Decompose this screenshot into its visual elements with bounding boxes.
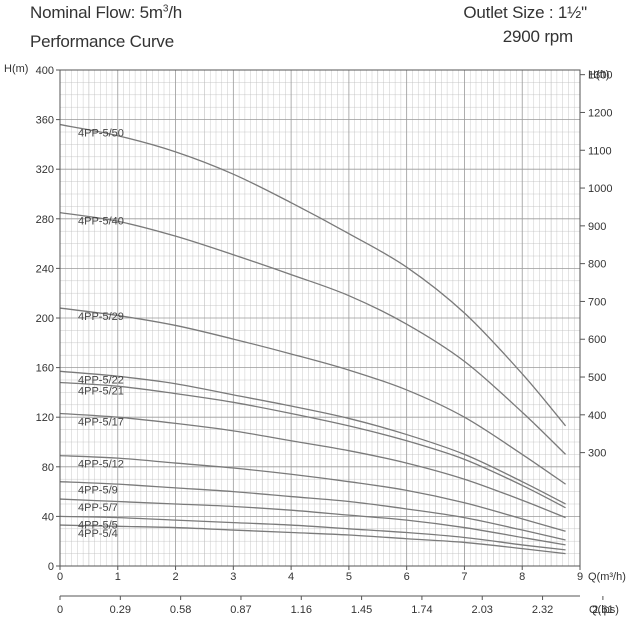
series-label: 4PP-5/40 xyxy=(78,216,124,228)
series-label: 4PP-5/21 xyxy=(78,385,124,397)
series-label: 4PP-5/17 xyxy=(78,416,124,428)
x2-tick-label: 0.29 xyxy=(110,604,131,616)
x-tick-label: 3 xyxy=(230,571,236,583)
y2-tick-label: 1300 xyxy=(588,70,612,82)
series-layer xyxy=(59,123,567,555)
x2-tick-label: 2.03 xyxy=(472,604,493,616)
x2-axis-label: Q(lps) xyxy=(589,604,619,616)
x2-tick-label: 0 xyxy=(57,604,63,616)
y-tick-label: 200 xyxy=(36,313,54,325)
x2-tick-label: 1.16 xyxy=(291,604,312,616)
y2-tick-label: 1100 xyxy=(588,145,612,157)
series-line-4PP-5/40 xyxy=(59,211,567,455)
x2-tick-label: 0.87 xyxy=(230,604,251,616)
y2-tick-label: 700 xyxy=(588,296,606,308)
series-line-4PP-5/17 xyxy=(59,412,566,519)
x-tick-label: 0 xyxy=(57,571,63,583)
y-tick-label: 0 xyxy=(48,561,54,573)
y-tick-label: 280 xyxy=(36,214,54,226)
y-tick-label: 120 xyxy=(36,412,54,424)
x2-tick-label: 1.45 xyxy=(351,604,372,616)
series-label: 4PP-5/50 xyxy=(78,128,124,140)
y2-tick-label: 800 xyxy=(588,259,606,271)
outlet-size-label: Outlet Size : 1½" xyxy=(463,3,587,22)
y-tick-label: 240 xyxy=(36,263,54,275)
series-line-4PP-5/7 xyxy=(59,498,566,546)
series-label: 4PP-5/7 xyxy=(78,502,118,514)
x-tick-label: 6 xyxy=(404,571,410,583)
series-line-4PP-5/29 xyxy=(59,307,566,485)
x-tick-label: 5 xyxy=(346,571,352,583)
y2-axis-label: H(ft) xyxy=(588,69,609,81)
series-label: 4PP-5/12 xyxy=(78,459,124,471)
series-labels: 4PP-5/50 4PP-5/40 4PP-5/29 4PP-5/224PP-5/21… xyxy=(78,128,124,541)
x2-tick-label: 2.32 xyxy=(532,604,553,616)
y-tick-label: 40 xyxy=(42,511,54,523)
x-tick-label: 7 xyxy=(461,571,467,583)
series-line-4PP-5/12 xyxy=(59,454,566,532)
x2-tick-label: 2.61 xyxy=(592,604,613,616)
series-label: 4PP-5/5 xyxy=(78,519,118,531)
y2-tick-label: 1000 xyxy=(588,183,612,195)
y-tick-label: 160 xyxy=(36,363,54,375)
series-label: 4PP-5/4 xyxy=(78,528,118,540)
series-line-4PP-5/4 xyxy=(59,524,566,555)
nominal-flow-title: Nominal Flow: 5m3/h xyxy=(30,3,182,22)
performance-curve-subtitle: Performance Curve xyxy=(30,32,174,51)
y-tick-label: 320 xyxy=(36,164,54,176)
y2-tick-label: 600 xyxy=(588,334,606,346)
x-tick-label: 8 xyxy=(519,571,525,583)
y2-tick-label: 500 xyxy=(588,372,606,384)
y-tick-label: 80 xyxy=(42,462,54,474)
y-tick-label: 400 xyxy=(36,65,54,77)
y-tick-label: 360 xyxy=(36,115,54,127)
series-label: 4PP-5/29 xyxy=(78,311,124,323)
x-tick-label: 2 xyxy=(172,571,178,583)
y-axis-label: H(m) xyxy=(4,63,28,75)
x-tick-label: 9 xyxy=(577,571,583,583)
axes: 04080120160200240280320360400H(m)3004005… xyxy=(4,63,626,616)
series-label: 4PP-5/22 xyxy=(78,374,124,386)
series-line-4PP-5/9 xyxy=(59,481,566,541)
series-line-4PP-5/21 xyxy=(59,381,566,509)
y2-tick-label: 400 xyxy=(588,410,606,422)
speed-label: 2900 rpm xyxy=(502,27,573,46)
y2-tick-label: 300 xyxy=(588,448,606,460)
y2-tick-label: 1200 xyxy=(588,107,612,119)
series-label: 4PP-5/9 xyxy=(78,485,118,497)
x2-tick-label: 0.58 xyxy=(170,604,191,616)
series-line-4PP-5/5 xyxy=(59,515,566,551)
x2-tick-label: 1.74 xyxy=(411,604,432,616)
x-axis-label: Q(m³/h) xyxy=(588,571,626,583)
x-tick-label: 1 xyxy=(115,571,121,583)
series-line-4PP-5/50 xyxy=(59,123,567,427)
x-tick-label: 4 xyxy=(288,571,294,583)
series-line-4PP-5/22 xyxy=(59,370,566,505)
y2-tick-label: 900 xyxy=(588,221,606,233)
